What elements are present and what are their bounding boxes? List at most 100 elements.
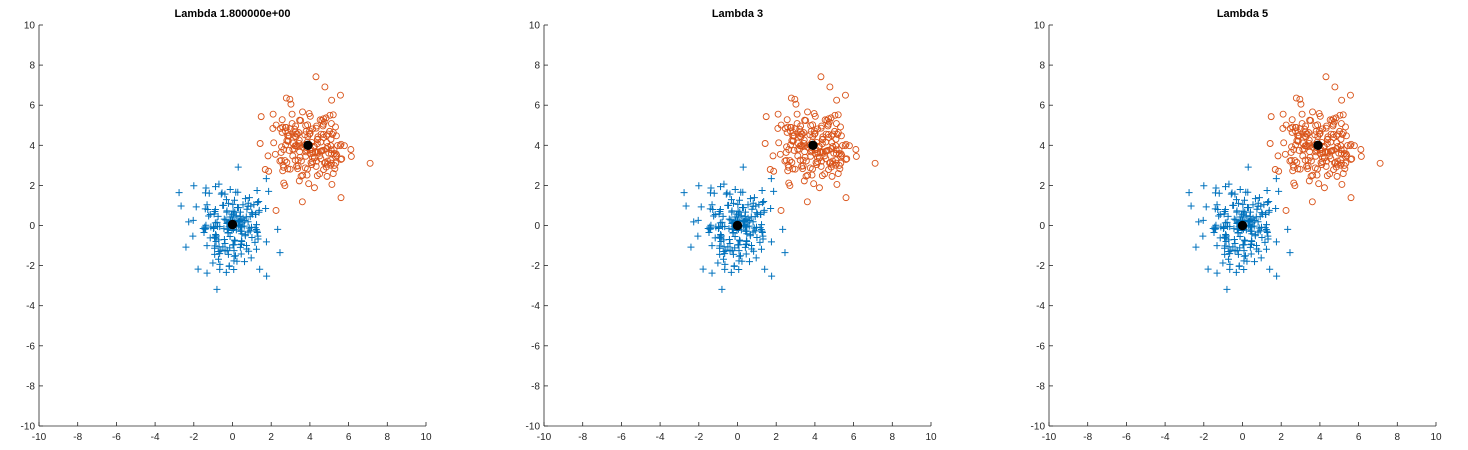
data-point-plus	[234, 163, 242, 171]
data-point-circle	[1348, 155, 1356, 163]
data-point-circle	[1282, 121, 1290, 129]
data-point-plus	[744, 201, 752, 209]
data-point-plus	[206, 234, 214, 242]
data-point-plus	[749, 218, 757, 226]
y-tick-label: 4	[534, 141, 540, 152]
data-point-plus	[687, 243, 695, 251]
data-point-plus	[1284, 225, 1292, 233]
data-point-circle	[1292, 94, 1300, 102]
data-point-plus	[213, 218, 221, 226]
data-point-circle	[321, 83, 329, 91]
data-point-plus	[229, 200, 237, 208]
data-point-circle	[1281, 150, 1289, 158]
y-tick-label: 0	[534, 221, 540, 232]
data-point-plus	[735, 241, 743, 249]
data-point-circle	[306, 130, 313, 138]
data-point-plus	[723, 189, 731, 197]
x-tick-label: -4	[656, 432, 665, 443]
data-point-circle	[322, 114, 330, 122]
data-point-plus	[1231, 240, 1239, 248]
data-point-circle	[257, 113, 265, 121]
data-point-circle	[318, 147, 326, 154]
x-tick-label: 2	[1278, 432, 1284, 443]
data-point-plus	[1232, 268, 1240, 276]
centroid-marker	[303, 140, 313, 151]
data-point-plus	[1234, 250, 1242, 258]
subplot-2: Lambda 3 -10 -8 -6 -4 -2 0 2 4 6 8 10 -10 -8 -6 -4 -2 0 2…	[526, 8, 937, 443]
data-point-circle	[319, 130, 327, 138]
data-point-plus	[1221, 233, 1228, 241]
data-point-circle	[789, 137, 797, 145]
data-point-plus	[253, 187, 261, 195]
x-tick-label: 6	[346, 432, 352, 443]
data-point-plus	[741, 243, 749, 251]
data-point-circle	[292, 122, 300, 130]
x-tick-label: -8	[73, 432, 82, 443]
data-point-circle	[839, 142, 846, 150]
y-tick-label: 10	[24, 21, 36, 32]
data-point-plus	[1221, 244, 1229, 252]
data-point-circle	[1346, 142, 1354, 150]
chart-title: Lambda 1.800000e+00	[175, 8, 291, 20]
data-point-plus	[720, 236, 728, 244]
x-tick-label: 8	[890, 432, 896, 443]
data-point-plus	[770, 187, 778, 195]
data-point-plus	[211, 233, 218, 241]
data-point-circle	[1330, 166, 1338, 174]
data-point-circle	[828, 160, 836, 168]
data-point-circle	[1338, 180, 1346, 188]
data-point-circle	[776, 150, 784, 158]
data-point-plus	[224, 199, 232, 207]
data-point-plus	[736, 237, 744, 245]
data-point-plus	[759, 235, 767, 243]
data-point-plus	[1240, 236, 1248, 244]
x-tick-label: 6	[1356, 432, 1362, 443]
data-point-plus	[682, 202, 690, 210]
data-point-plus	[757, 245, 765, 253]
data-point-circle	[324, 130, 332, 138]
data-point-circle	[1323, 172, 1331, 180]
data-point-circle	[1280, 139, 1288, 147]
x-tick-label: 8	[1395, 432, 1401, 443]
data-point-circle	[308, 161, 316, 168]
data-point-circle	[282, 123, 289, 131]
data-point-plus	[1222, 232, 1230, 240]
data-point-circle	[833, 180, 841, 188]
data-point-plus	[203, 269, 211, 277]
data-point-circle	[1296, 125, 1304, 133]
data-point-circle	[871, 159, 879, 167]
y-tick-label: -10	[526, 422, 541, 433]
data-point-circle	[818, 172, 826, 180]
data-point-plus	[1247, 227, 1255, 235]
x-tick-label: -8	[578, 432, 587, 443]
data-point-plus	[236, 221, 244, 229]
data-point-plus	[716, 250, 724, 258]
data-point-plus	[1272, 175, 1280, 183]
data-point-plus	[767, 175, 775, 183]
data-point-circle	[822, 130, 830, 138]
data-point-circle	[1322, 162, 1330, 170]
data-point-plus	[190, 182, 198, 190]
data-point-plus	[707, 221, 715, 229]
data-point-circle	[852, 152, 860, 160]
x-tick-label: -10	[1042, 432, 1057, 443]
data-point-plus	[1250, 222, 1258, 230]
data-point-plus	[254, 199, 262, 207]
data-point-circle	[1279, 110, 1287, 118]
data-point-plus	[222, 268, 230, 276]
data-point-plus	[241, 258, 249, 266]
data-point-plus	[1222, 183, 1230, 191]
data-point-plus	[726, 190, 734, 198]
data-point-circle	[802, 157, 810, 165]
data-point-circle	[1312, 152, 1320, 160]
data-point-circle	[1324, 135, 1332, 143]
data-point-plus	[1204, 265, 1212, 273]
y-tick-label: -10	[1031, 422, 1046, 433]
data-point-circle	[269, 110, 277, 118]
data-point-plus	[1264, 235, 1272, 243]
data-point-plus	[1224, 255, 1232, 263]
y-tick-label: -8	[531, 381, 540, 392]
data-point-plus	[767, 238, 775, 246]
data-point-circle	[264, 152, 272, 160]
data-point-plus	[1263, 221, 1271, 229]
